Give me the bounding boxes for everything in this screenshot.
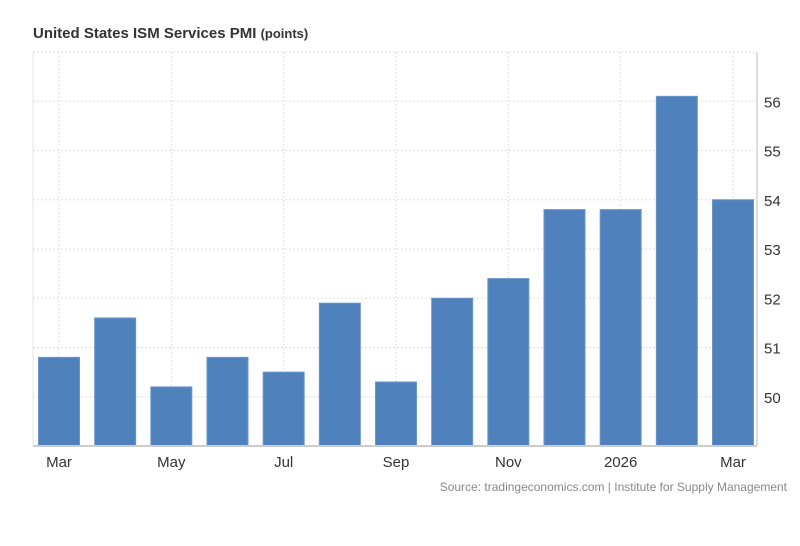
y-tick-label: 51 xyxy=(764,341,781,358)
bar-1-apr xyxy=(94,317,137,447)
title-text: United States ISM Services PMI xyxy=(33,25,257,42)
bar-9-dec xyxy=(543,209,586,447)
y-tick-label: 54 xyxy=(764,193,781,210)
x-tick-label: Mar xyxy=(720,454,746,471)
x-tick-label: May xyxy=(157,454,186,471)
source-note: Source: tradingeconomics.com | Institute… xyxy=(439,480,787,494)
y-tick-label: 55 xyxy=(764,144,781,161)
unit-label: (points) xyxy=(260,26,309,41)
x-tick-label: Mar xyxy=(46,454,72,471)
bar-2-may xyxy=(150,386,193,447)
bar-6-sep xyxy=(375,381,417,447)
y-tick-label: 52 xyxy=(764,291,781,308)
bar-12-mar xyxy=(712,199,754,447)
bar-7-oct xyxy=(431,297,474,447)
y-tick-label: 50 xyxy=(764,390,781,407)
bar-8-nov xyxy=(487,278,530,447)
bar-3-jun xyxy=(206,356,249,447)
x-tick-label: Sep xyxy=(383,454,410,471)
y-tick-label: 56 xyxy=(764,94,781,111)
bar-4-jul xyxy=(262,371,305,447)
bar-11-feb xyxy=(655,95,698,447)
x-tick-label: 2026 xyxy=(604,454,637,471)
y-tick-label: 53 xyxy=(764,242,781,259)
chart-title: United States ISM Services PMI (points) xyxy=(33,25,308,42)
bar-10-2026 xyxy=(599,209,642,447)
bar-0-mar xyxy=(38,356,80,447)
x-tick-label: Nov xyxy=(495,454,522,471)
bar-5-aug xyxy=(318,302,361,447)
x-tick-label: Jul xyxy=(274,454,293,471)
